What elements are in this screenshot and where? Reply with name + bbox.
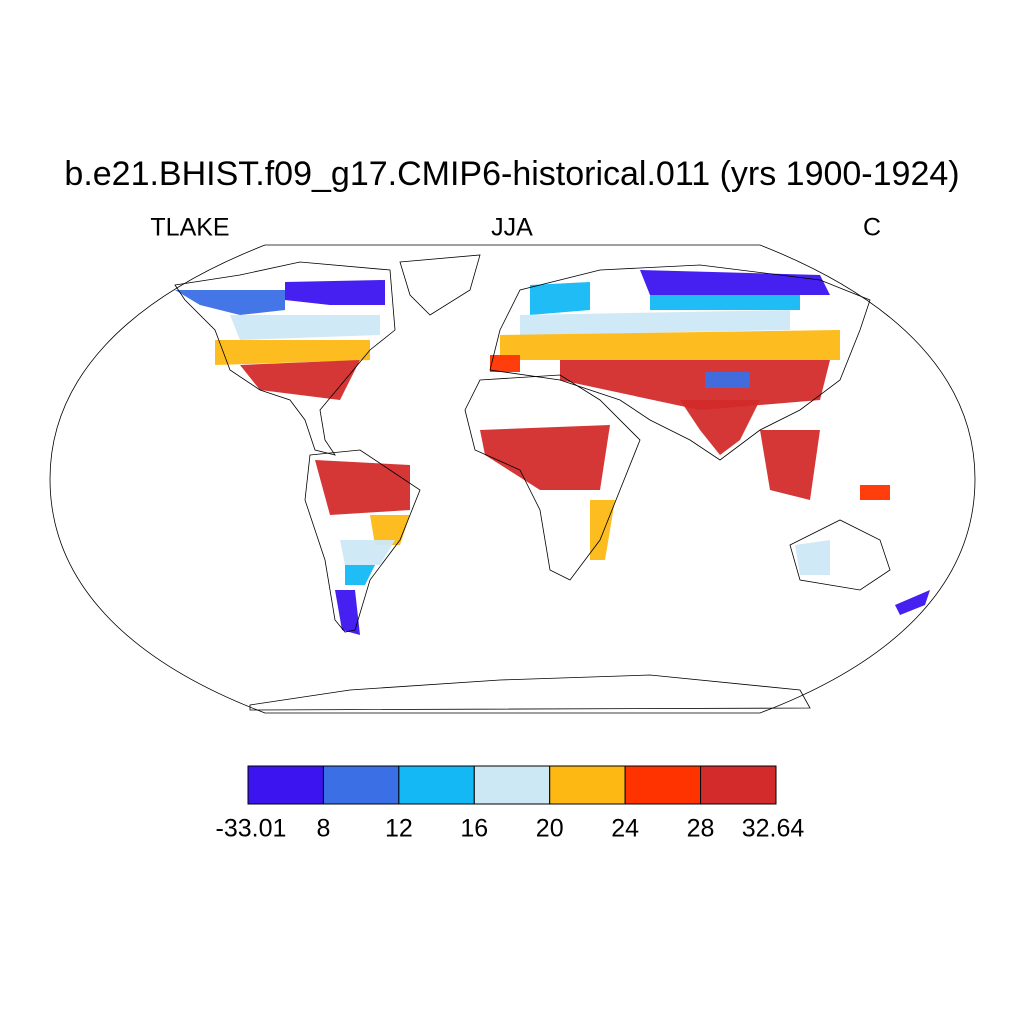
plot-title: b.e21.BHIST.f09_g17.CMIP6-historical.011… [64, 155, 959, 193]
colorbar-box [624, 765, 702, 805]
colorbar-label: 20 [536, 815, 564, 843]
colorbar-label: 12 [385, 815, 413, 843]
south-america [304, 449, 421, 633]
coastlines [174, 254, 891, 711]
colorbar-label: 32.64 [742, 815, 805, 843]
field-patch [215, 340, 370, 365]
colorbar-label: 8 [316, 815, 330, 843]
field-patch [340, 540, 395, 565]
greenland [399, 254, 481, 316]
colorbar-box [473, 765, 551, 805]
africa [464, 374, 641, 581]
colorbar-label: 24 [611, 815, 639, 843]
north-america [174, 261, 396, 456]
field-patch [335, 590, 360, 635]
field-patch [240, 360, 360, 400]
field-patch [175, 290, 285, 315]
field-patch [705, 372, 750, 388]
center-string: JJA [491, 214, 533, 242]
field-patch [315, 460, 410, 515]
data-field [175, 270, 930, 635]
field-patch [345, 565, 375, 585]
field-patch [490, 355, 520, 372]
antarctica [249, 674, 811, 711]
field-patch [480, 425, 610, 490]
field-patch [640, 270, 830, 295]
field-patch [760, 430, 820, 500]
field-patch [795, 540, 830, 575]
map [49, 244, 976, 714]
colorbar-box [247, 765, 324, 805]
field-patch [520, 310, 790, 335]
field-patch [650, 295, 800, 310]
eurasia [489, 264, 871, 461]
colorbar: -33.01 8 12 16 20 24 28 32.64 [216, 765, 805, 843]
right-string: C [863, 214, 881, 242]
field-patch [895, 590, 930, 615]
colorbar-label: -33.01 [216, 815, 287, 843]
field-patch [500, 330, 840, 360]
colorbar-box [398, 765, 475, 805]
colorbar-box [322, 765, 400, 805]
colorbar-label: 16 [460, 815, 488, 843]
field-patch [370, 515, 410, 545]
field-patch [860, 485, 890, 500]
field-patch [285, 280, 385, 305]
field-patch [680, 400, 760, 455]
colorbar-box [700, 765, 777, 805]
field-patch [560, 360, 830, 410]
australia [789, 519, 891, 591]
field-patch [230, 315, 380, 340]
colorbar-label: 28 [687, 815, 715, 843]
field-patch [530, 282, 590, 315]
left-string: TLAKE [150, 214, 229, 242]
map-border [49, 244, 976, 714]
colorbar-box [549, 765, 626, 805]
